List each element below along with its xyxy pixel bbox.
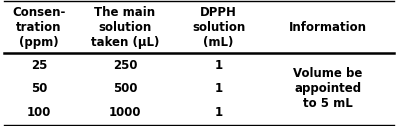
Text: The main
solution
taken (μL): The main solution taken (μL)	[91, 6, 159, 49]
Text: 1000: 1000	[109, 106, 141, 119]
Text: 1: 1	[215, 106, 222, 119]
Text: DPPH
solution
(mL): DPPH solution (mL)	[192, 6, 245, 49]
Text: 1: 1	[215, 82, 222, 95]
Text: 100: 100	[27, 106, 51, 119]
Text: 25: 25	[31, 59, 47, 72]
Text: 50: 50	[31, 82, 47, 95]
Text: Volume be
appointed
to 5 mL: Volume be appointed to 5 mL	[293, 67, 363, 110]
Text: Consen-
tration
(ppm): Consen- tration (ppm)	[12, 6, 66, 49]
Text: 250: 250	[113, 59, 137, 72]
Text: Information: Information	[289, 21, 367, 34]
Text: 500: 500	[113, 82, 137, 95]
Text: 1: 1	[215, 59, 222, 72]
